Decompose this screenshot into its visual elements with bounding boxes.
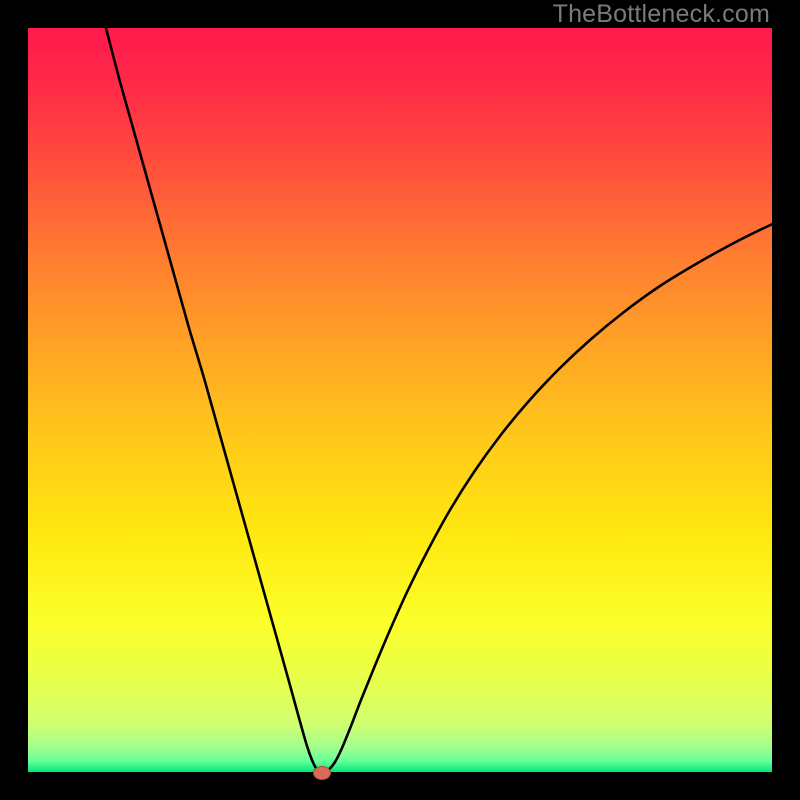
minimum-marker — [313, 766, 331, 780]
gradient-plot-area — [28, 28, 772, 772]
chart-stage: TheBottleneck.com — [0, 0, 800, 800]
watermark-label: TheBottleneck.com — [553, 0, 770, 29]
